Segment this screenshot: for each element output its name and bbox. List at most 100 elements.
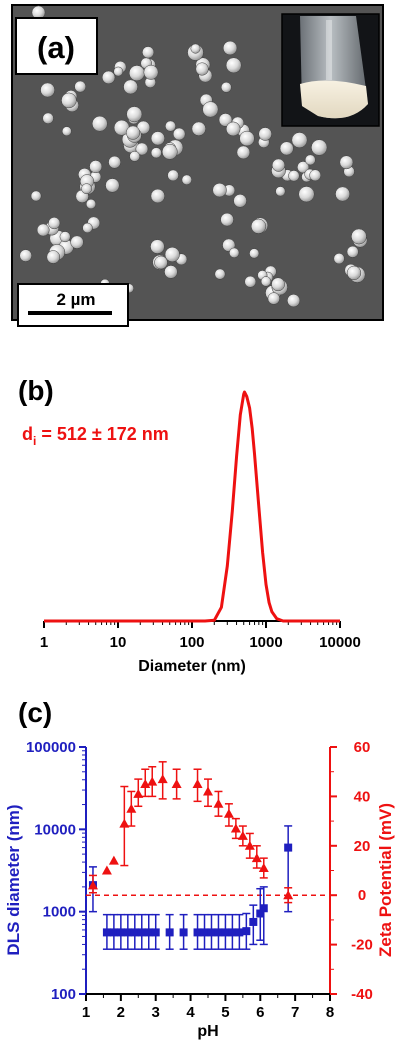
particle xyxy=(143,64,159,80)
particle xyxy=(125,125,141,140)
y-right-tick-label: -40 xyxy=(351,986,373,1003)
dls-point xyxy=(165,928,174,937)
particle xyxy=(333,253,345,265)
tube-photo-inset xyxy=(281,13,380,127)
particle xyxy=(135,142,149,156)
x-tick-label: 3 xyxy=(152,1004,160,1021)
zeta-point xyxy=(244,840,255,850)
particle xyxy=(291,132,308,149)
dls-point xyxy=(123,928,132,937)
panel-label-a: (a) xyxy=(37,30,75,65)
particle xyxy=(142,46,155,59)
x-tick-label: 7 xyxy=(291,1004,299,1021)
particle xyxy=(346,245,359,258)
particle xyxy=(46,250,61,264)
particle xyxy=(195,62,209,76)
particle xyxy=(351,228,367,245)
particle xyxy=(260,276,272,287)
particle xyxy=(297,161,310,174)
dls-point xyxy=(193,928,202,937)
particle xyxy=(101,70,116,85)
particle xyxy=(123,79,138,95)
dls-point xyxy=(242,927,251,936)
y-right-axis-label: Zeta Potential (mV) xyxy=(376,803,395,957)
panel-b: (b) di = 512 ± 172 nm 1 10 100 1000 10000 Dia… xyxy=(18,375,361,675)
particle xyxy=(214,268,226,280)
particle xyxy=(108,155,121,169)
particle xyxy=(222,40,238,56)
particle xyxy=(150,131,165,146)
x-tick-label: 1000 xyxy=(249,634,282,651)
particle xyxy=(172,127,186,141)
dls-point xyxy=(137,928,146,937)
size-distribution-plot: 1 10 100 1000 10000 Diameter (nm) xyxy=(40,390,361,675)
dls-point xyxy=(214,928,223,937)
particle xyxy=(126,106,143,123)
particle xyxy=(150,239,165,254)
dls-point xyxy=(235,928,244,937)
particle xyxy=(36,223,50,237)
dls-point xyxy=(207,928,216,937)
particle xyxy=(164,265,178,279)
particle xyxy=(154,255,168,270)
zeta-point xyxy=(213,798,224,808)
y-left-tick-label: 1000 xyxy=(43,904,76,921)
particle xyxy=(70,235,84,249)
particle xyxy=(212,182,227,198)
panel-label-a-box: (a) xyxy=(15,17,98,75)
particle xyxy=(250,218,267,234)
zeta-point xyxy=(126,803,137,813)
particle xyxy=(288,170,300,182)
particle xyxy=(335,186,351,202)
dls-point xyxy=(284,843,293,852)
x-tick-label: 6 xyxy=(256,1004,264,1021)
particle xyxy=(267,292,280,305)
size-annotation: di = 512 ± 172 nm xyxy=(22,424,169,448)
scale-bar-label: 2 µm xyxy=(56,290,95,309)
y-right-tick-label: 40 xyxy=(354,788,371,805)
scale-bar xyxy=(28,311,112,315)
x-tick-label: 2 xyxy=(117,1004,125,1021)
particle xyxy=(275,186,286,197)
dls-point xyxy=(259,904,268,913)
zeta-point xyxy=(251,853,262,863)
particle xyxy=(220,81,232,93)
particle xyxy=(165,120,176,132)
particle xyxy=(89,160,103,174)
zeta-point xyxy=(230,823,241,833)
particle xyxy=(239,130,255,147)
zeta-point xyxy=(147,776,158,786)
particle xyxy=(85,198,97,210)
particle xyxy=(61,126,72,137)
dls-point xyxy=(130,928,139,937)
particle xyxy=(298,186,315,203)
dls-point xyxy=(179,928,188,937)
particle xyxy=(220,212,234,227)
particle xyxy=(236,145,251,160)
x-tick-label: 10000 xyxy=(319,634,361,651)
particle xyxy=(113,66,124,77)
particle xyxy=(61,92,77,109)
x-tick-label: 5 xyxy=(221,1004,229,1021)
zeta-point xyxy=(108,855,119,865)
x-tick-label: 1 xyxy=(40,634,48,651)
particle xyxy=(309,169,322,182)
particle xyxy=(279,141,294,156)
y-left-tick-label: 100 xyxy=(51,986,76,1003)
particle xyxy=(311,139,328,156)
zeta-point xyxy=(119,818,130,828)
particle xyxy=(42,112,54,124)
x-tick-label: 10 xyxy=(110,634,127,651)
particle xyxy=(129,150,141,162)
zeta-point xyxy=(140,779,151,789)
particle xyxy=(271,158,286,172)
x-axis-label: Diameter (nm) xyxy=(138,658,246,675)
particle xyxy=(74,80,87,93)
y-left-tick-label: 10000 xyxy=(34,821,76,838)
distribution-curve xyxy=(44,390,340,623)
dls-point xyxy=(256,909,265,918)
particle xyxy=(244,275,257,288)
particle xyxy=(91,115,108,132)
x-tick-label: 8 xyxy=(326,1004,334,1021)
